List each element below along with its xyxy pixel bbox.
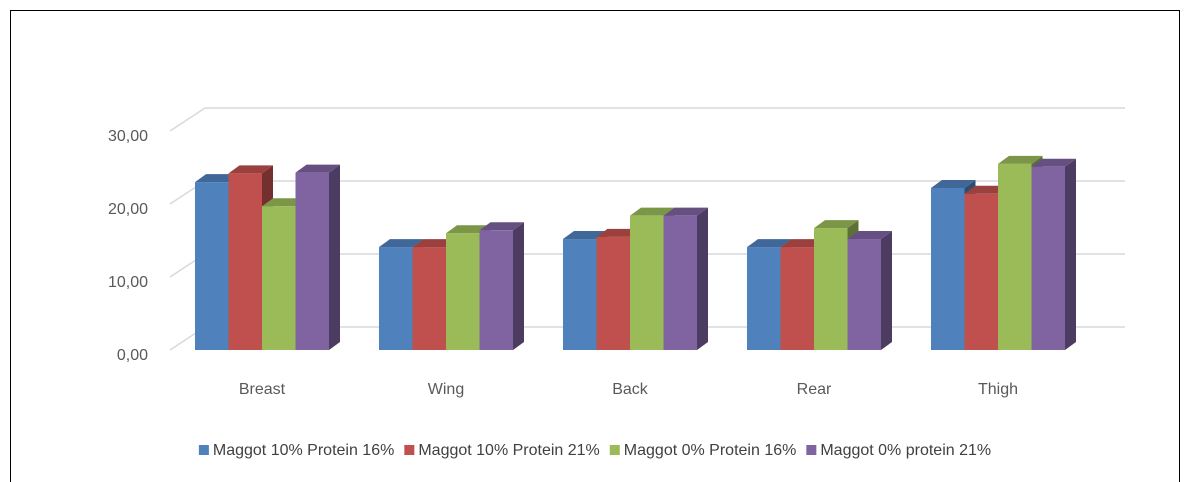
bar-side — [697, 207, 708, 350]
bar-top — [964, 185, 1009, 194]
bar-front — [563, 239, 597, 350]
bar — [663, 207, 708, 350]
bar-top — [630, 207, 675, 216]
y-tick-label: 20,00 — [108, 201, 148, 218]
y-tick-label: 30,00 — [108, 128, 148, 145]
bar — [847, 231, 892, 350]
bar-top — [379, 239, 424, 248]
bar-front — [479, 230, 513, 350]
bar-front — [747, 247, 781, 350]
bar-top — [931, 179, 976, 188]
bar-top — [998, 155, 1043, 164]
bar-top — [814, 220, 859, 229]
y-tick-label: 0,00 — [117, 347, 148, 364]
bar-side — [881, 231, 892, 350]
bar-top — [446, 225, 491, 234]
bar-top — [747, 239, 792, 248]
bar — [479, 222, 524, 350]
legend-label: Maggot 10% Protein 16% — [213, 442, 394, 459]
legend-label: Maggot 0% Protein 16% — [624, 442, 797, 459]
bar-front — [295, 172, 329, 350]
legend-swatch — [404, 445, 415, 455]
legend: Maggot 10% Protein 16% Maggot 10% Protein… — [198, 442, 991, 459]
x-tick-label: Breast — [239, 381, 286, 398]
bar — [295, 164, 340, 350]
bar-front — [964, 193, 998, 350]
bar-front — [1031, 166, 1065, 350]
bar-side — [513, 222, 524, 350]
bar-front — [630, 215, 664, 350]
bar-front — [780, 247, 814, 350]
bar-top — [780, 239, 825, 248]
bar-side — [329, 164, 340, 350]
bar-front — [446, 233, 480, 350]
bar-front — [262, 206, 296, 350]
bar-front — [596, 236, 630, 350]
bar-top — [262, 198, 307, 207]
bar-top — [295, 164, 340, 173]
legend-swatch — [198, 445, 209, 455]
grid-line — [169, 107, 1125, 132]
legend-swatch — [806, 445, 817, 455]
bar-front — [998, 163, 1032, 350]
bar-front — [663, 215, 697, 350]
legend-swatch — [609, 445, 620, 455]
bar-top — [412, 239, 457, 248]
bar-top — [479, 222, 524, 231]
bar-top — [847, 231, 892, 240]
bar-top — [195, 174, 240, 183]
bar-front — [412, 247, 446, 350]
legend-label: Maggot 10% Protein 21% — [418, 442, 599, 459]
legend-label: Maggot 0% protein 21% — [820, 442, 991, 459]
y-tick-label: 10,00 — [108, 274, 148, 291]
bar-front — [195, 182, 229, 350]
bar-front — [379, 247, 413, 350]
bar-top — [596, 228, 641, 237]
x-tick-label: Back — [612, 381, 649, 398]
bar-top — [228, 165, 273, 174]
x-tick-label: Thigh — [978, 381, 1018, 398]
bar-top — [663, 207, 708, 216]
bar-front — [814, 228, 848, 350]
bar-front — [228, 173, 262, 350]
bar-side — [1065, 158, 1076, 350]
bar-front — [847, 239, 881, 350]
bar — [1031, 158, 1076, 350]
bar-top — [1031, 158, 1076, 167]
x-tick-label: Rear — [797, 381, 832, 398]
chart-border — [10, 10, 1180, 482]
x-tick-label: Wing — [428, 381, 464, 398]
bar-top — [563, 231, 608, 240]
bar-front — [931, 187, 965, 350]
